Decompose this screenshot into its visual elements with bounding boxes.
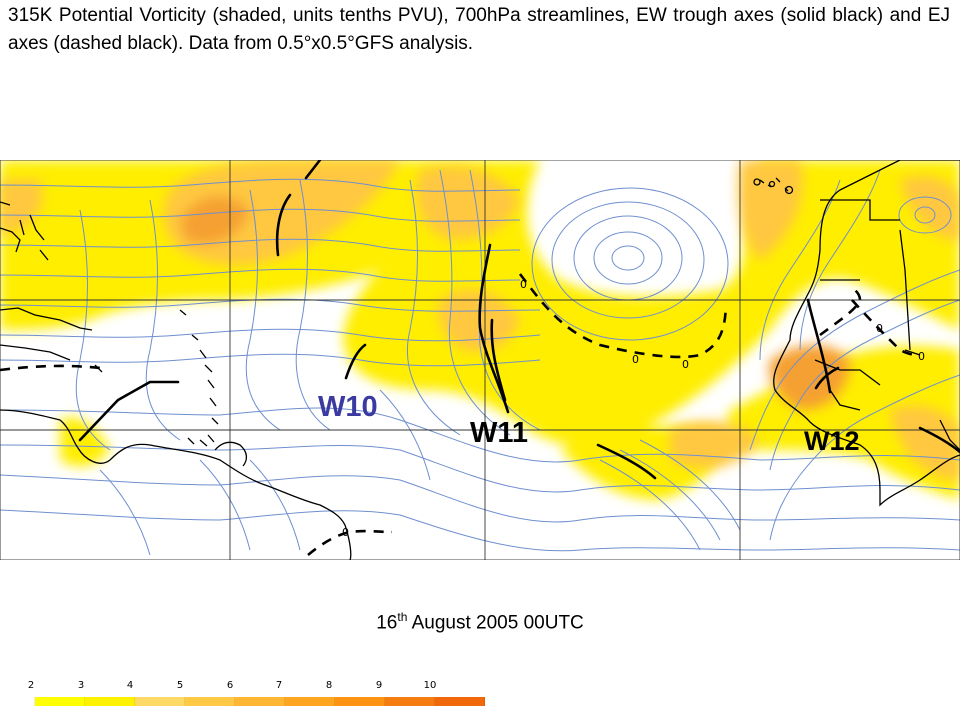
analysis-date: 16th August 2005 00UTC	[0, 610, 960, 634]
ej-axis	[307, 529, 393, 556]
colorbar-swatch	[0, 697, 35, 706]
colorbar-tick-label: 10	[423, 680, 437, 691]
contour-label: 0	[918, 350, 925, 363]
trough-axis	[275, 193, 292, 257]
colorbar-swatch	[335, 697, 385, 706]
contour-label: 0	[632, 353, 639, 366]
date-day: 16	[376, 612, 398, 634]
colorbar-swatch	[235, 697, 285, 706]
colorbar-tick-label: 7	[275, 680, 283, 691]
trough-axis	[478, 243, 510, 414]
colorbar-swatch	[185, 697, 235, 706]
pv-map: 0 0 0 0 0 0 W10 W11 W12	[0, 160, 960, 560]
contour-label: 0	[342, 526, 349, 539]
ej-axis	[518, 273, 728, 359]
date-rest: August 2005 00UTC	[407, 612, 584, 634]
trough-axis	[806, 298, 832, 394]
colorbar-swatch	[35, 697, 85, 706]
trough-axis	[344, 343, 367, 380]
ej-axes	[0, 273, 921, 556]
trough-axis	[304, 160, 322, 180]
trough-axis	[78, 380, 180, 442]
colorbar-tick-label: 8	[325, 680, 333, 691]
colorbar-swatch	[135, 697, 185, 706]
figure-caption: 315K Potential Vorticity (shaded, units …	[8, 5, 950, 54]
map-canvas: 0 0 0 0 0 0 W10 W11 W12	[0, 160, 960, 560]
colorbar-swatch	[385, 697, 435, 706]
colorbar-swatch	[285, 697, 335, 706]
colorbar-swatches	[0, 697, 485, 706]
colorbar-tick-label: 5	[176, 680, 184, 691]
colorbar-tick-label: 4	[126, 680, 134, 691]
colorbar-tick-label: 9	[375, 680, 383, 691]
contour-label: 0	[876, 322, 883, 335]
date-suffix: th	[397, 610, 408, 624]
ej-axis	[0, 364, 101, 372]
wave-label-w11: W11	[470, 417, 528, 449]
colorbar-tick-label: 6	[226, 680, 234, 691]
contour-label: 0	[682, 358, 689, 371]
trough-axis	[814, 366, 840, 390]
contour-labels: 0 0 0 0 0 0	[342, 278, 925, 539]
contour-label: 0	[520, 278, 527, 291]
colorbar-tick-label: 3	[77, 680, 85, 691]
ej-axis	[851, 299, 921, 357]
wave-label-w10: W10	[318, 391, 378, 423]
trough-axis	[918, 426, 960, 454]
colorbar-tick-label: 2	[27, 680, 35, 691]
coastlines	[0, 160, 960, 560]
colorbar-labels: 2 3 4 5 6 7 8 9 10	[0, 680, 486, 692]
trough-axis	[490, 318, 507, 402]
trough-axis	[596, 443, 657, 480]
wave-label-w12: W12	[804, 426, 860, 456]
ej-axis	[819, 286, 862, 337]
colorbar-swatch	[85, 697, 135, 706]
colorbar-swatch	[435, 697, 485, 706]
streamlines-700hpa	[0, 169, 960, 556]
ew-trough-axes	[78, 160, 960, 480]
